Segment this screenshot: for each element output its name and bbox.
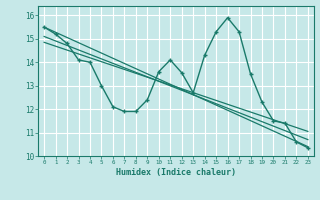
X-axis label: Humidex (Indice chaleur): Humidex (Indice chaleur) [116,168,236,177]
